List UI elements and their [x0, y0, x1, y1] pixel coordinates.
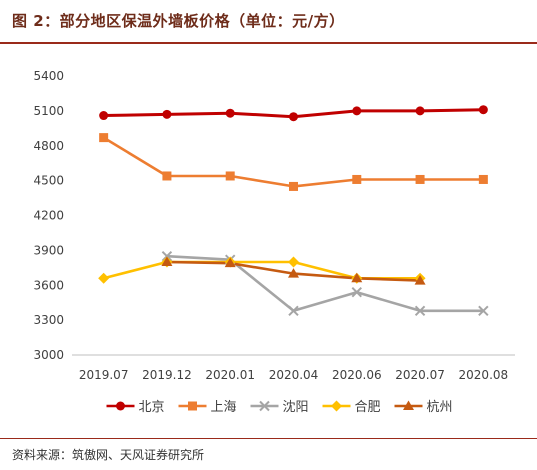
legend-marker: [331, 400, 342, 412]
chart-axes: 3000 3300 3600 3900 4200 4500 4800 5100 5400 2019…: [33, 69, 515, 382]
x-tick-label: 2020.01: [205, 368, 255, 382]
y-tick-label: 3000: [33, 348, 64, 362]
legend-label: 杭州: [427, 400, 453, 415]
x-tick-label: 2019.12: [142, 368, 192, 382]
y-tick-label: 5400: [33, 69, 64, 83]
legend-label: 上海: [211, 400, 237, 415]
title-divider: [0, 42, 537, 44]
series-line: [103, 260, 421, 280]
chart-legend: 北京 上海 沈阳 合肥 杭州: [106, 400, 453, 415]
y-tick-label: 3600: [33, 278, 64, 292]
y-tick-label: 4500: [33, 174, 64, 188]
x-tick-label: 2020.04: [269, 368, 319, 382]
chart-title: 图 2：部分地区保温外墙板价格（单位：元/方）: [12, 12, 345, 30]
data-point: [478, 174, 488, 184]
data-point: [352, 106, 362, 116]
legend-label: 沈阳: [283, 400, 309, 415]
legend-marker: [116, 401, 125, 411]
x-tick-label: 2020.08: [459, 368, 509, 382]
y-tick-label: 5100: [33, 104, 64, 118]
data-point: [351, 287, 362, 298]
y-tick-label: 4200: [33, 209, 64, 223]
series-markers: [98, 105, 489, 317]
data-point: [478, 305, 489, 317]
data-point: [415, 106, 425, 116]
legend-label: 北京: [139, 400, 165, 415]
data-point: [99, 111, 109, 121]
legend-label: 合肥: [355, 400, 381, 415]
x-tick-label: 2019.07: [79, 368, 129, 382]
y-tick-label: 4800: [33, 139, 64, 153]
data-point: [414, 305, 426, 317]
legend-marker: [403, 400, 414, 410]
source-note: 资料来源：筑傲网、天风证券研究所: [12, 448, 205, 462]
x-tick-label: 2020.07: [395, 368, 445, 382]
legend-marker: [259, 400, 270, 412]
data-point: [414, 275, 426, 285]
data-point: [161, 250, 173, 262]
data-point: [289, 181, 298, 191]
data-point: [289, 112, 298, 122]
series-line: [166, 254, 484, 313]
y-tick-label: 3900: [33, 243, 64, 257]
data-point: [162, 109, 172, 119]
data-point: [225, 108, 235, 118]
data-point: [288, 256, 299, 268]
legend-marker: [188, 401, 197, 411]
data-point: [288, 305, 299, 317]
data-point: [478, 105, 488, 115]
data-point: [351, 272, 363, 283]
series-line: [102, 136, 484, 188]
data-point: [415, 174, 425, 184]
data-point: [98, 272, 110, 284]
data-point: [162, 171, 172, 181]
data-point: [288, 268, 299, 278]
data-point: [161, 256, 173, 266]
price-line-chart: 3000 3300 3600 3900 4200 4500 4800 5100 5400 2019…: [33, 69, 515, 415]
data-point: [99, 133, 109, 143]
data-point: [225, 171, 235, 181]
footer-divider: [0, 438, 537, 439]
x-tick-label: 2020.06: [332, 368, 382, 382]
y-tick-label: 3300: [33, 313, 64, 327]
data-point: [352, 174, 362, 184]
data-point: [224, 257, 236, 268]
series-lines: [102, 108, 484, 313]
